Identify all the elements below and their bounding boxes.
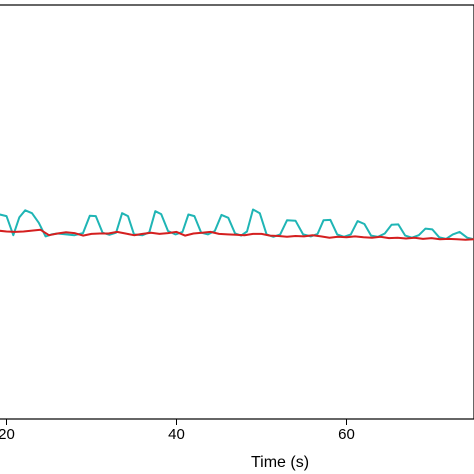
x-tick-label: 40 — [168, 426, 185, 443]
series-layer — [0, 208, 474, 241]
x-ticks: 20 40 60 — [0, 419, 355, 443]
plot-frame — [0, 4, 474, 420]
x-axis-label: Time (s) — [251, 454, 309, 471]
series-line-2 — [0, 228, 474, 241]
x-tick-label: 60 — [338, 426, 355, 443]
x-tick-label: 20 — [0, 426, 15, 443]
